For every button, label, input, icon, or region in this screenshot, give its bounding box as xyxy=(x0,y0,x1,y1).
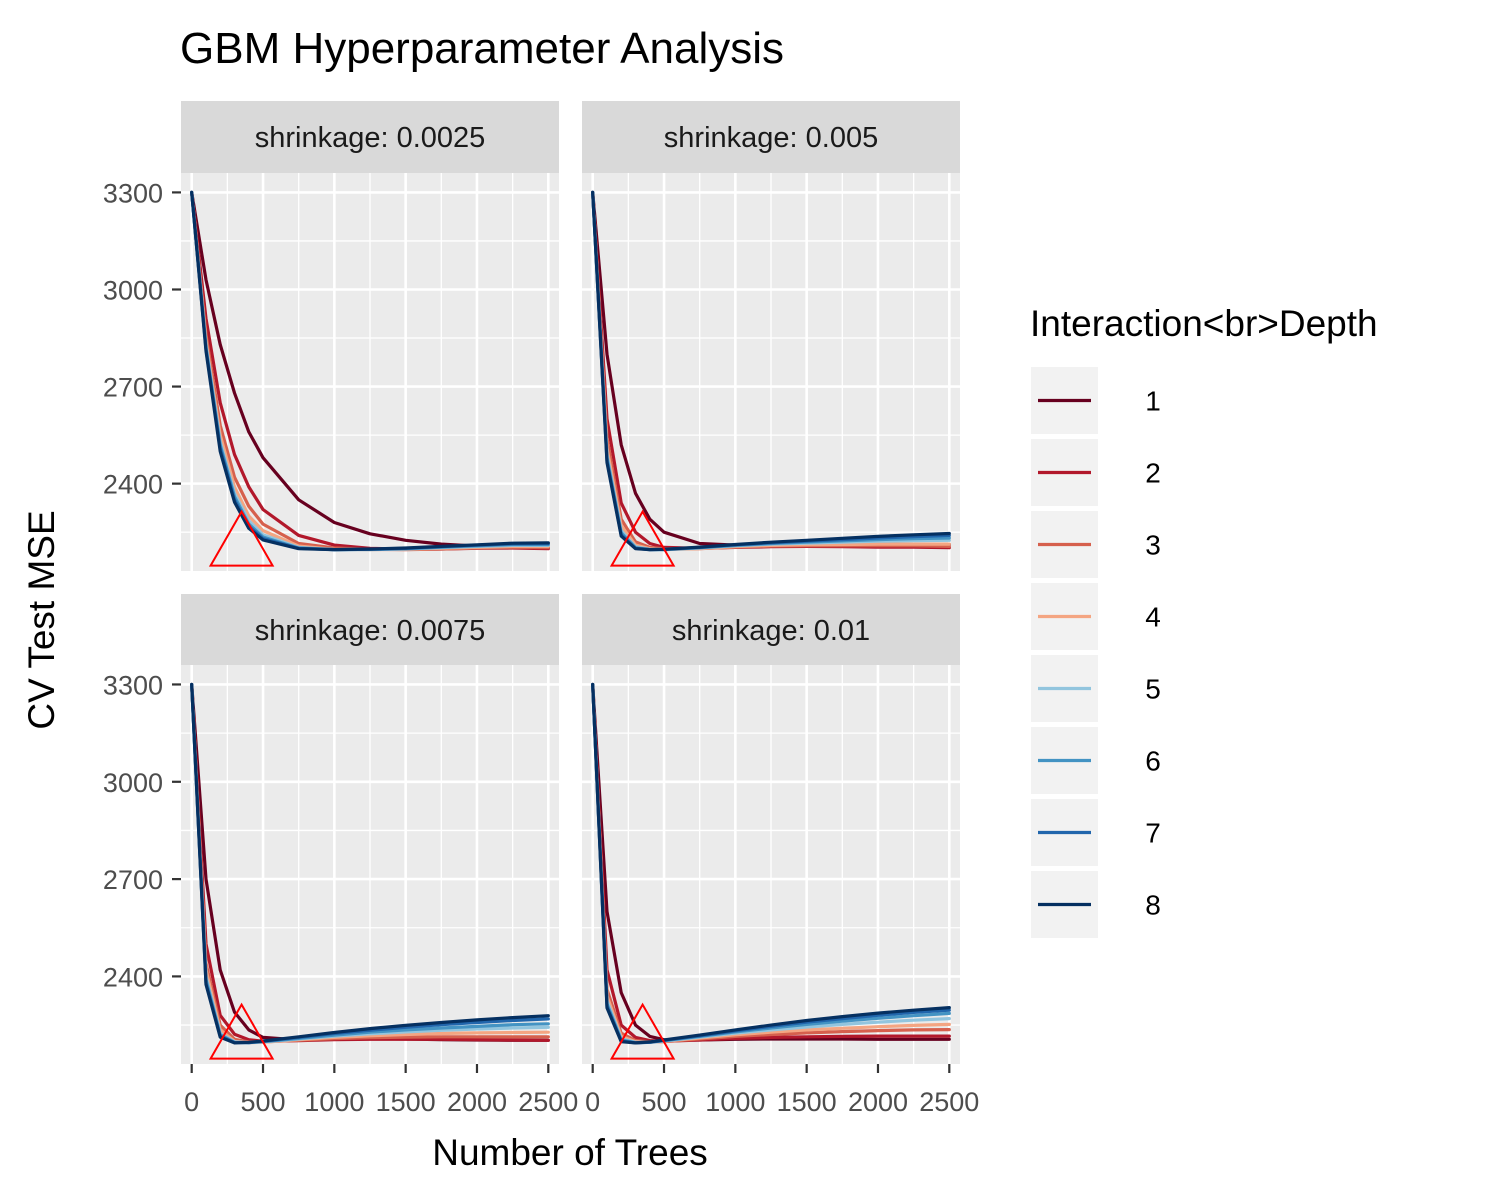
min-error-marker xyxy=(609,1002,676,1060)
facet-strip xyxy=(181,101,559,173)
x-tick-label: 1000 xyxy=(705,1087,765,1117)
y-tick-label: 3000 xyxy=(103,768,163,798)
series-lines xyxy=(591,190,951,567)
x-tick-label: 2500 xyxy=(919,1087,979,1117)
min-error-marker xyxy=(609,509,676,567)
series-lines xyxy=(591,682,951,1060)
y-tick-label: 2400 xyxy=(103,470,163,500)
legend-keys: 1 2 3 4 5 6 7 8 xyxy=(1031,367,1161,938)
facet-strip xyxy=(582,101,960,173)
facet-strip-label: shrinkage: 0.0075 xyxy=(255,615,486,647)
min-error-marker xyxy=(208,1002,275,1060)
chart-title: GBM Hyperparameter Analysis xyxy=(180,24,784,73)
facet-strip-label: shrinkage: 0.0025 xyxy=(255,122,486,154)
x-axis-title: Number of Trees xyxy=(432,1132,708,1173)
y-tick-label: 2700 xyxy=(103,373,163,403)
legend-label: 4 xyxy=(1145,602,1161,633)
y-axis-title: CV Test MSE xyxy=(21,510,62,729)
x-tick-label: 2500 xyxy=(518,1087,578,1117)
x-tick-label: 2000 xyxy=(447,1087,507,1117)
x-tick-label: 500 xyxy=(641,1087,686,1117)
y-tick-label: 2400 xyxy=(103,962,163,992)
x-tick-label: 1500 xyxy=(777,1087,837,1117)
x-tick-label: 500 xyxy=(240,1087,285,1117)
series-line-8 xyxy=(591,190,951,552)
series-lines xyxy=(190,682,550,1060)
min-error-marker xyxy=(208,509,275,567)
facet-panel: shrinkage: 0.005 xyxy=(582,101,960,571)
facet-strip xyxy=(181,594,559,666)
legend-title: Interaction<br>Depth xyxy=(1030,303,1378,344)
axes: 2400 2700 3000 3300 2400 2700 3000 3300 0 500 1000… xyxy=(103,178,979,1117)
x-tick-label: 2000 xyxy=(848,1087,908,1117)
series-line-8 xyxy=(190,190,550,552)
legend-label: 6 xyxy=(1145,746,1161,777)
facet-panel: shrinkage: 0.0075 xyxy=(181,594,559,1064)
series-lines xyxy=(190,190,550,567)
legend-label: 5 xyxy=(1145,674,1161,705)
series-line-8 xyxy=(591,682,951,1045)
legend: Interaction<br>Depth 1 2 3 4 5 6 7 8 xyxy=(1030,303,1378,938)
x-tick-label: 0 xyxy=(184,1087,199,1117)
y-tick-label: 3300 xyxy=(103,670,163,700)
y-tick-label: 3000 xyxy=(103,275,163,305)
x-tick-label: 0 xyxy=(585,1087,600,1117)
legend-label: 8 xyxy=(1145,890,1161,921)
legend-label: 3 xyxy=(1145,530,1161,561)
y-tick-label: 2700 xyxy=(103,865,163,895)
x-tick-label: 1500 xyxy=(376,1087,436,1117)
facet-panel: shrinkage: 0.01 xyxy=(582,594,960,1064)
facet-strip-label: shrinkage: 0.005 xyxy=(664,122,878,154)
facet-panels: shrinkage: 0.0025 shrinkage: 0.005 shrinka… xyxy=(181,101,960,1064)
y-tick-label: 3300 xyxy=(103,178,163,208)
legend-label: 1 xyxy=(1145,386,1161,417)
x-tick-label: 1000 xyxy=(304,1087,364,1117)
facet-strip-label: shrinkage: 0.01 xyxy=(672,615,870,647)
legend-label: 2 xyxy=(1145,458,1161,489)
facet-panel: shrinkage: 0.0025 xyxy=(181,101,559,571)
legend-label: 7 xyxy=(1145,818,1161,849)
facet-strip xyxy=(582,594,960,666)
